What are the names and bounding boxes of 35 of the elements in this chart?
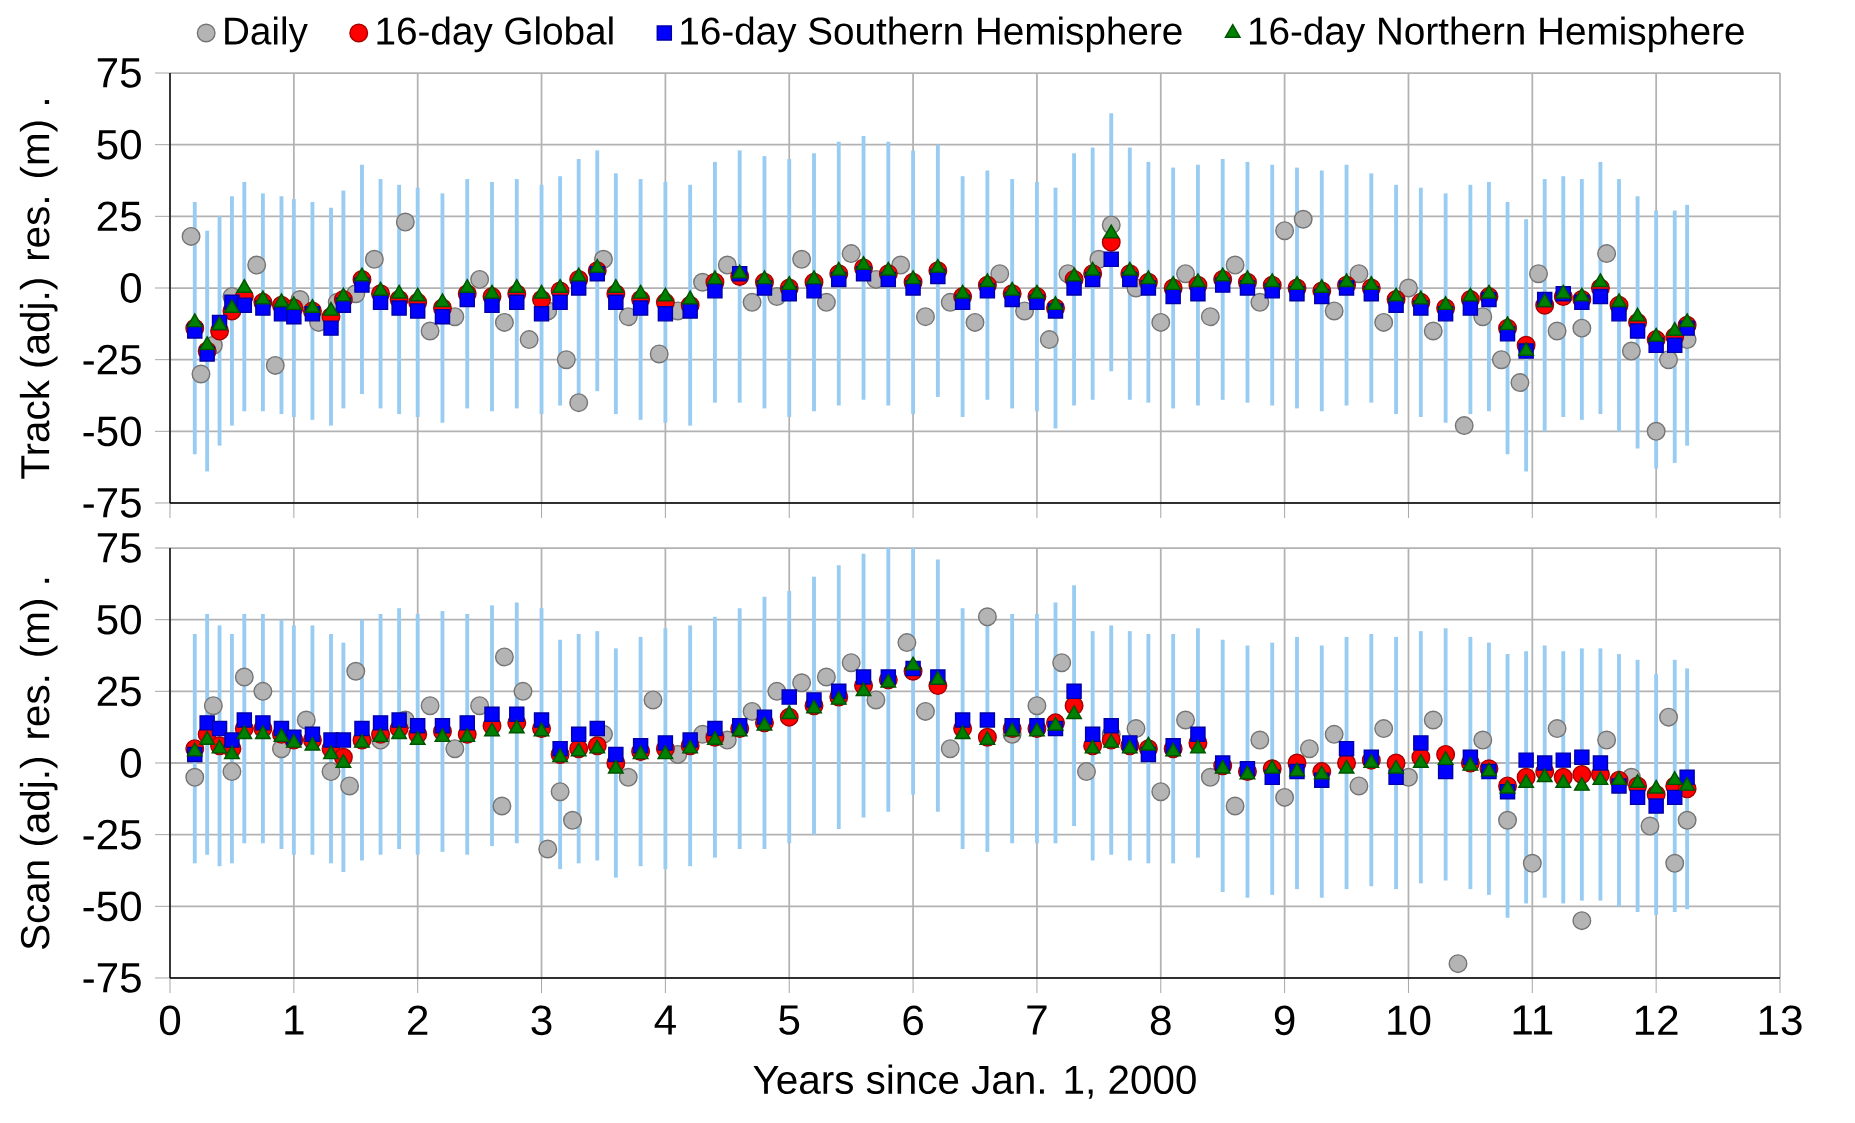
y-tick-label: -75 <box>83 963 141 993</box>
y-tick-label: 0 <box>120 273 141 303</box>
y-tick-label: -50 <box>83 416 141 447</box>
y-tick-label: -25 <box>83 819 141 850</box>
y-tick-label: 25 <box>97 676 141 707</box>
y-tick-label: 50 <box>97 129 141 160</box>
y-tick-label: -25 <box>83 344 141 375</box>
legend-label: Daily <box>225 16 308 53</box>
y-axis-title: Scan (adj.) res. (m) . <box>19 578 58 950</box>
y-tick-label: 0 <box>120 748 141 778</box>
x-tick-label: 7 <box>1027 1005 1047 1035</box>
x-axis-title: Years since Jan. 1, 2000 <box>753 1064 1196 1099</box>
y-tick-label: 50 <box>97 604 141 635</box>
x-tick-label: 2 <box>408 1005 428 1035</box>
x-tick-label: 1 <box>285 1005 304 1035</box>
x-tick-label: 4 <box>654 1005 676 1035</box>
x-tick-label: 12 <box>1635 1005 1678 1035</box>
x-tick-label: 8 <box>1150 1005 1171 1036</box>
y-axis-title: Track (adj.) res. (m) . <box>19 100 58 479</box>
x-tick-label: 3 <box>531 1005 552 1036</box>
y-tick-label: -75 <box>83 488 141 518</box>
x-tick-label: 5 <box>779 1005 800 1035</box>
legend-label: 16-day Global <box>377 16 613 53</box>
x-tick-label: 10 <box>1388 1005 1431 1036</box>
legend-label: 16-day Southern Hemisphere <box>681 16 1182 53</box>
y-tick-label: -50 <box>83 891 141 922</box>
x-tick-label: 13 <box>1759 1005 1802 1036</box>
y-tick-label: 75 <box>97 533 141 563</box>
x-tick-label: 6 <box>903 1005 923 1036</box>
x-tick-label: 11 <box>1513 1005 1553 1035</box>
y-tick-label: 25 <box>97 201 141 232</box>
x-tick-label: 9 <box>1274 1005 1295 1036</box>
x-tick-label: 0 <box>159 1005 181 1036</box>
y-tick-label: 75 <box>97 58 141 88</box>
legend-label: 16-day Northern Hemisphere <box>1249 16 1744 53</box>
